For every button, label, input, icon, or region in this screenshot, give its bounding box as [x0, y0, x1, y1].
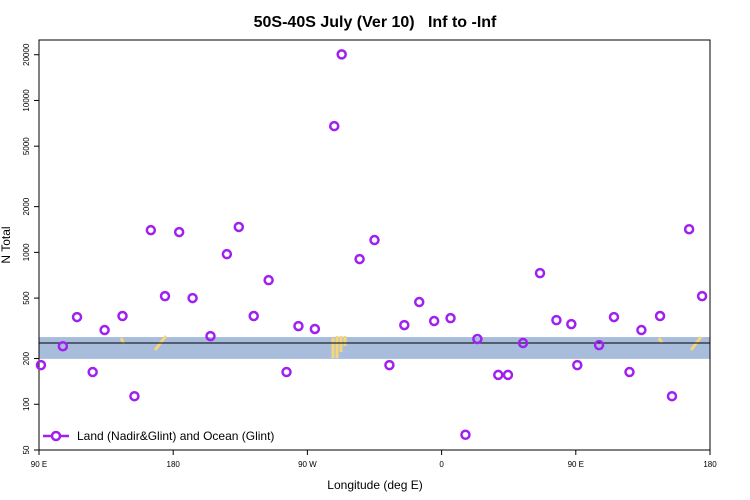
point	[159, 290, 171, 302]
y-tick-label: 20000	[22, 43, 31, 66]
point	[187, 292, 198, 304]
point	[551, 314, 562, 326]
point	[309, 323, 321, 335]
point	[87, 366, 98, 378]
x-tick-label: 90 W	[298, 460, 317, 469]
point	[399, 319, 410, 331]
point	[145, 224, 157, 236]
y-tick-label: 2000	[22, 197, 31, 215]
y-tick-label: 500	[22, 291, 31, 305]
point	[696, 290, 708, 302]
point	[666, 390, 678, 402]
chart-title: 50S-40S July (Ver 10) Inf to -Inf	[254, 14, 497, 31]
x-tick-label: 90 E	[568, 460, 584, 469]
y-tick-label: 1000	[22, 243, 31, 261]
point	[263, 274, 274, 286]
point	[572, 359, 583, 371]
x-tick-label: 0	[439, 460, 444, 469]
point	[328, 120, 340, 132]
y-tick-label: 50	[22, 445, 31, 454]
point	[517, 337, 529, 349]
x-tick-label: 180	[703, 460, 717, 469]
point	[493, 369, 504, 381]
point	[593, 339, 605, 351]
plot-frame	[38, 39, 711, 451]
point	[502, 369, 514, 381]
point	[57, 340, 69, 352]
point	[221, 248, 233, 260]
y-tick-label: 10000	[22, 89, 31, 112]
point	[71, 311, 83, 323]
y-tick-label: 5000	[22, 137, 31, 155]
point	[129, 390, 140, 402]
point	[384, 359, 395, 371]
legend-label: Land (Nadir&Glint) and Ocean (Glint)	[77, 429, 274, 443]
point	[445, 312, 456, 324]
patch	[657, 337, 664, 344]
point	[173, 226, 185, 238]
point	[608, 311, 620, 323]
point	[460, 429, 471, 441]
x-axis-label: Longitude (deg E)	[327, 478, 422, 492]
point	[472, 333, 483, 345]
point	[428, 315, 440, 327]
point	[636, 324, 647, 336]
point	[233, 221, 245, 233]
y-tick-label: 200	[22, 351, 31, 365]
band-layer	[39, 337, 710, 359]
point	[293, 320, 304, 332]
point	[534, 267, 546, 279]
point	[624, 366, 635, 378]
x-tick-label: 90 E	[31, 460, 47, 469]
point	[35, 359, 47, 371]
point	[566, 318, 577, 330]
x-tick-label: 180	[167, 460, 181, 469]
point	[281, 366, 292, 378]
point	[205, 330, 216, 342]
y-axis-label: N Total	[0, 226, 13, 263]
glint-patches	[119, 335, 703, 358]
point	[654, 310, 666, 322]
point	[117, 310, 128, 322]
y-tick-label: 100	[22, 397, 31, 411]
point	[354, 253, 365, 265]
point	[683, 223, 695, 235]
point	[99, 324, 110, 336]
point	[336, 49, 347, 60]
point	[369, 234, 380, 246]
legend-swatch	[50, 430, 62, 442]
point	[413, 296, 425, 308]
reference-band	[39, 337, 710, 359]
point	[248, 310, 259, 322]
